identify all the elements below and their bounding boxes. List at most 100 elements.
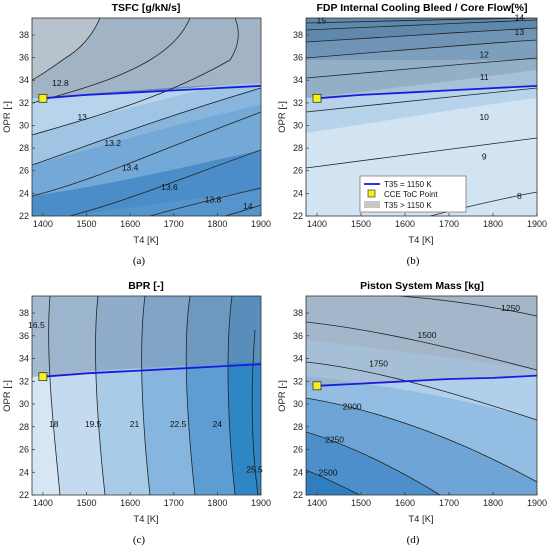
panel-c-caption: (c)	[133, 534, 146, 546]
y-tick-label: 30	[293, 120, 303, 130]
panel-tsfc: TSFC [g/kN/s] 12.8 13 13.2 13.4 13.6 13.8 14 1…	[2, 2, 271, 267]
y-tick-label: 24	[293, 188, 303, 198]
panel-b-xlabel: T4 [K]	[408, 235, 433, 246]
panel-d-caption: (d)	[407, 534, 420, 546]
panel-b-toc-marker	[312, 93, 322, 103]
y-tick-label: 34	[19, 354, 29, 364]
legend-infeasible-label: T35 > 1150 K	[384, 201, 432, 210]
y-tick-label: 22	[19, 490, 29, 500]
panel-c-contour-21	[185, 296, 196, 495]
panel-b-infeasible-overlay	[306, 60, 537, 98]
panel-b-contour-8	[429, 191, 537, 216]
panel-a-contour-12-8	[32, 18, 191, 104]
y-tick-label: 24	[19, 188, 29, 198]
panel-b-band-11-12	[306, 40, 537, 60]
panel-c-xlabel: T4 [K]	[133, 514, 158, 525]
panel-a-infeasible-light	[32, 18, 100, 80]
panel-a-axes-frame	[31, 17, 262, 217]
y-tick-label: 28	[19, 422, 29, 432]
y-tick-label: 38	[293, 30, 303, 40]
x-tick-label: 1600	[395, 498, 415, 508]
panel-a-band-14	[32, 150, 261, 216]
panel-c-contour-22-5	[227, 296, 236, 495]
panel-c-contour-label: 25.5	[246, 464, 263, 474]
legend-t35-label: T35 = 1150 K	[384, 180, 432, 189]
panel-b-contour-15	[306, 18, 537, 24]
panel-b-contour-label: 14	[515, 12, 525, 22]
x-tick-label: 1800	[483, 219, 503, 229]
panel-d-contour-label: 1750	[369, 359, 388, 369]
y-tick-label: 24	[19, 467, 29, 477]
panel-b-contour-label: 11	[480, 72, 489, 82]
x-tick-label: 1600	[120, 498, 140, 508]
panel-d-contour-2000	[306, 397, 537, 483]
x-tick-label: 1600	[120, 219, 140, 229]
panel-c-contour-16-5	[48, 296, 61, 495]
panel-b-contour-12	[306, 39, 537, 59]
y-tick-label: 36	[19, 53, 29, 63]
y-tick-label: 22	[19, 211, 29, 221]
panel-d-xlabel: T4 [K]	[408, 514, 433, 525]
panel-d-t35-line	[316, 374, 538, 387]
x-tick-label: 1400	[307, 219, 327, 229]
panel-b-contour-labels: 15 14 13 12 11 10 9 8	[317, 12, 525, 201]
panel-a-band-13-6	[32, 105, 261, 216]
panel-d-contour-label: 2250	[325, 435, 344, 445]
panel-a-contour-14	[224, 204, 261, 216]
panel-b-contour-14	[306, 19, 537, 31]
panel-a-contour-13-8	[149, 187, 261, 216]
panel-d-band-1250	[306, 296, 537, 370]
x-tick-label: 1400	[33, 219, 53, 229]
panel-c-contour-label: 19.5	[85, 419, 102, 429]
panel-b-band-13-15	[306, 18, 537, 42]
panel-a-contour-label: 12.8	[52, 78, 69, 88]
x-tick-label: 1900	[527, 219, 547, 229]
panel-b-contour-label: 8	[517, 191, 522, 201]
panel-a-caption: (a)	[133, 255, 146, 267]
panel-a-infeasible	[32, 18, 261, 98]
y-tick-label: 36	[19, 331, 29, 341]
y-tick-label: 38	[293, 308, 303, 318]
y-tick-label: 30	[293, 399, 303, 409]
panel-b-t35-line	[316, 85, 538, 100]
panel-a-ticks: 1400 1500 1600 1700 1800 1900 22 24 26 28 30 32 34 36…	[19, 30, 271, 229]
panel-a-title: TSFC [g/kN/s]	[112, 2, 181, 14]
panel-b-contour-label: 15	[317, 16, 327, 26]
x-tick-label: 1400	[33, 498, 53, 508]
panel-d-title: Piston System Mass [kg]	[360, 280, 484, 292]
y-tick-label: 22	[293, 211, 303, 221]
panel-d-band-2250	[306, 432, 440, 495]
x-tick-label: 1500	[77, 498, 97, 508]
y-tick-label: 22	[293, 490, 303, 500]
panel-b-contour-9	[306, 137, 537, 169]
x-tick-label: 1500	[351, 219, 371, 229]
x-tick-label: 1500	[351, 498, 371, 508]
panel-a-contour-label: 14	[243, 201, 253, 211]
panel-c-contour-label: 16.5	[28, 320, 45, 330]
panel-a-contour-label: 13.4	[122, 163, 139, 173]
x-tick-label: 1900	[251, 219, 271, 229]
x-tick-label: 1600	[395, 219, 415, 229]
y-tick-label: 30	[19, 120, 29, 130]
panel-d-contour-2250	[306, 431, 441, 495]
panel-d-ylabel: OPR [-]	[277, 380, 288, 412]
panel-a-contour-13-6	[69, 149, 261, 216]
x-tick-label: 1700	[164, 219, 184, 229]
panel-a-band-13-4	[32, 88, 261, 165]
y-tick-label: 38	[19, 308, 29, 318]
panel-c-contour-label: 18	[49, 419, 59, 429]
x-tick-label: 1500	[77, 219, 97, 229]
x-tick-label: 1700	[439, 498, 459, 508]
panel-c-contour-label: 24	[213, 419, 223, 429]
panel-b-contour-11	[306, 57, 537, 79]
x-tick-label: 1900	[527, 498, 547, 508]
panel-c-contour-labels: 16.5 18 19.5 21 22.5 24 25.5	[28, 320, 263, 475]
panel-d-contour-label: 2000	[343, 402, 362, 412]
y-tick-label: 26	[293, 445, 303, 455]
panel-b-contour-label: 13	[515, 27, 525, 37]
panel-c-ylabel: OPR [-]	[2, 380, 13, 412]
y-tick-label: 32	[19, 98, 29, 108]
y-tick-label: 28	[293, 143, 303, 153]
y-tick-label: 32	[19, 376, 29, 386]
